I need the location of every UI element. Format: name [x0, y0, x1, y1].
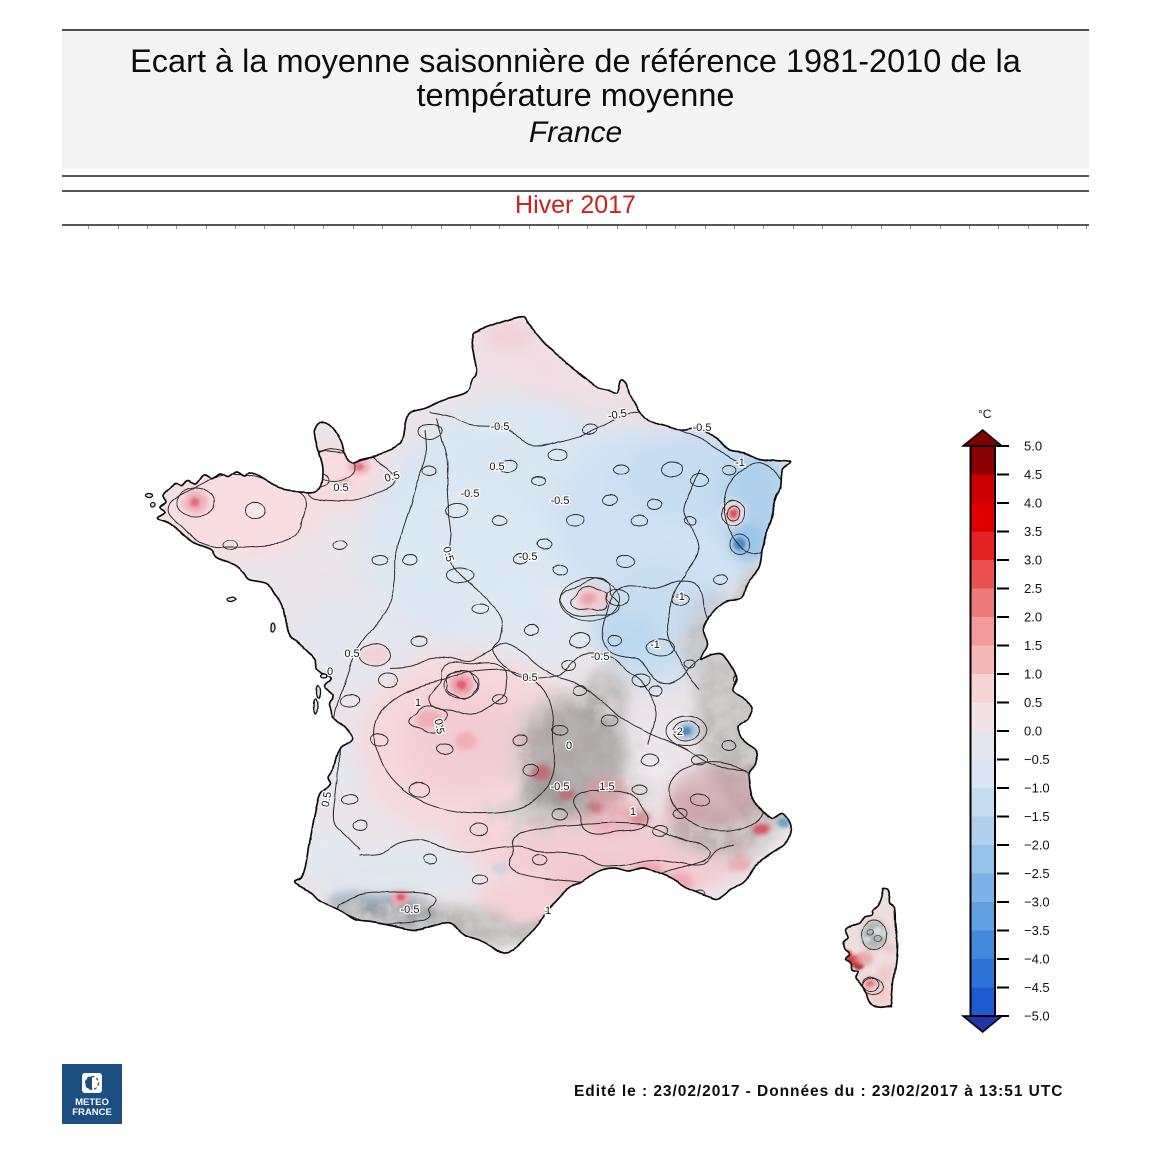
svg-text:FRANCE: FRANCE — [72, 1107, 112, 1118]
svg-text:−2.5: −2.5 — [1024, 866, 1050, 881]
svg-text:-2: -2 — [673, 726, 683, 738]
svg-text:-0.5: -0.5 — [551, 781, 570, 793]
svg-text:-0.5: -0.5 — [591, 651, 610, 663]
svg-text:4.0: 4.0 — [1024, 496, 1042, 511]
svg-text:3.5: 3.5 — [1024, 524, 1042, 539]
svg-text:4.5: 4.5 — [1024, 467, 1042, 482]
svg-text:−4.0: −4.0 — [1024, 952, 1050, 967]
svg-text:−3.5: −3.5 — [1024, 923, 1050, 938]
svg-text:1.5: 1.5 — [599, 781, 614, 793]
svg-text:−1.5: −1.5 — [1024, 809, 1050, 824]
svg-text:0.5: 0.5 — [1024, 695, 1042, 710]
svg-text:0.5: 0.5 — [489, 461, 504, 473]
svg-text:5.0: 5.0 — [1024, 439, 1042, 454]
svg-text:0.0: 0.0 — [1024, 724, 1042, 739]
svg-text:−5.0: −5.0 — [1024, 1009, 1050, 1024]
svg-text:1.5: 1.5 — [1024, 638, 1042, 653]
svg-text:3.0: 3.0 — [1024, 553, 1042, 568]
svg-text:0.5: 0.5 — [383, 469, 401, 485]
svg-text:-0.5: -0.5 — [693, 422, 712, 434]
svg-text:-1: -1 — [735, 457, 745, 469]
svg-text:-1: -1 — [650, 639, 660, 651]
svg-text:−1.0: −1.0 — [1024, 781, 1050, 796]
svg-text:-1: -1 — [675, 591, 685, 603]
svg-text:0.5: 0.5 — [432, 718, 446, 735]
svg-text:1: 1 — [630, 806, 636, 818]
svg-text:METEO: METEO — [75, 1097, 109, 1108]
svg-text:2.0: 2.0 — [1024, 610, 1042, 625]
svg-text:-0.5: -0.5 — [607, 407, 628, 422]
svg-text:−4.5: −4.5 — [1024, 980, 1050, 995]
svg-text:0: 0 — [566, 740, 572, 752]
svg-text:0.5: 0.5 — [344, 648, 359, 660]
svg-text:0.5: 0.5 — [320, 791, 334, 808]
svg-text:1: 1 — [545, 905, 551, 917]
svg-text:-0.5: -0.5 — [551, 495, 570, 507]
svg-text:-0.5: -0.5 — [401, 904, 420, 916]
svg-text:1.0: 1.0 — [1024, 667, 1042, 682]
svg-text:−0.5: −0.5 — [1024, 752, 1050, 767]
svg-text:0.5: 0.5 — [333, 482, 348, 494]
svg-text:−2.0: −2.0 — [1024, 838, 1050, 853]
svg-text:0.5: 0.5 — [440, 545, 456, 563]
svg-text:−3.0: −3.0 — [1024, 895, 1050, 910]
svg-text:1: 1 — [415, 697, 421, 709]
svg-text:-0.5: -0.5 — [461, 488, 480, 500]
svg-text:-0.5: -0.5 — [519, 551, 538, 563]
svg-text:-0.5: -0.5 — [491, 421, 510, 433]
svg-text:°C: °C — [978, 407, 992, 421]
svg-text:0.5: 0.5 — [522, 672, 537, 684]
svg-text:2.5: 2.5 — [1024, 581, 1042, 596]
svg-text:0: 0 — [327, 666, 333, 678]
